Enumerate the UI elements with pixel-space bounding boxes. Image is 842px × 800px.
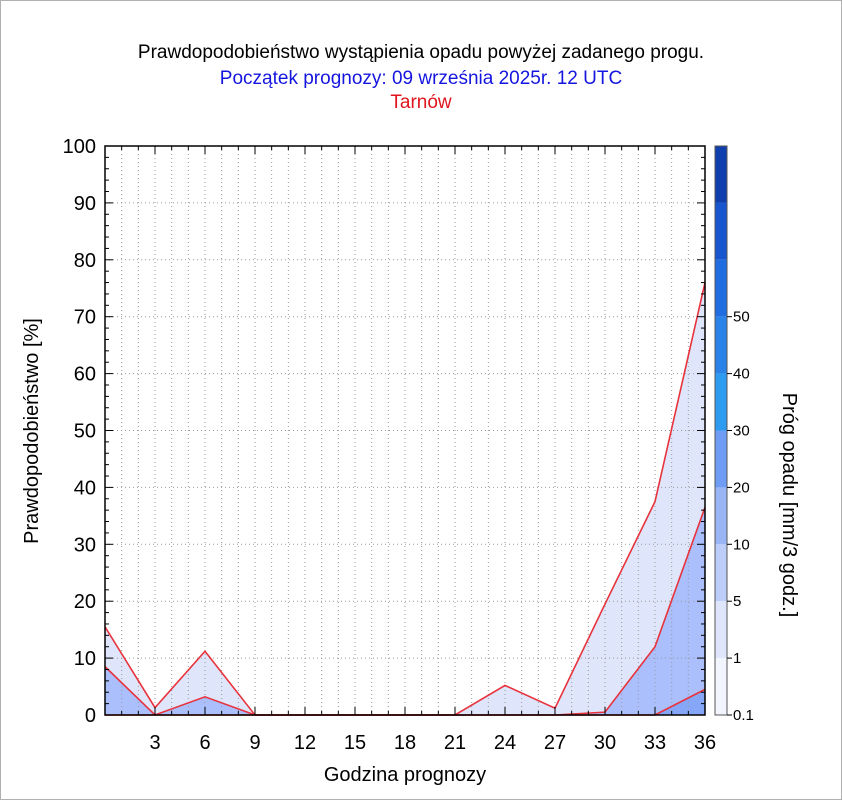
colorbar-segment — [715, 487, 727, 545]
y-tick-label: 20 — [74, 591, 96, 613]
colorbar-segment — [715, 658, 727, 715]
y-tick-label: 40 — [74, 477, 96, 499]
colorbar-segment — [715, 373, 727, 431]
y-tick-label: 10 — [74, 648, 96, 670]
colorbar-label: Próg opadu [mm/3 godz.] — [778, 393, 800, 618]
colorbar-segment — [715, 544, 727, 602]
colorbar-segment — [715, 316, 727, 374]
colorbar-tick-label: 50 — [733, 309, 750, 326]
grid-lines — [105, 146, 705, 715]
y-tick-label: 60 — [74, 364, 96, 386]
x-tick-label: 6 — [199, 732, 210, 754]
x-axis-label: Godzina prognozy — [324, 764, 486, 786]
y-tick-label: 70 — [74, 307, 96, 329]
x-tick-label: 18 — [394, 732, 416, 754]
threshold-colorbar: 0.1 1 5 10 20 30 40 50 — [714, 145, 754, 724]
x-tick-label: 27 — [544, 732, 566, 754]
colorbar-segment — [715, 259, 727, 317]
colorbar-tick-label: 10 — [733, 536, 750, 553]
x-tick-label: 15 — [344, 732, 366, 754]
y-tick-label: 30 — [74, 534, 96, 556]
y-axis-ticks: 0 10 20 30 40 50 60 70 80 90 100 — [63, 136, 705, 727]
y-tick-label: 80 — [74, 250, 96, 272]
colorbar-tick-label: 40 — [733, 366, 750, 383]
y-tick-label: 0 — [85, 705, 96, 727]
colorbar-segment — [715, 146, 727, 203]
colorbar-segment — [715, 202, 727, 260]
colorbar-segment — [715, 601, 727, 659]
y-tick-label: 100 — [63, 136, 96, 158]
x-tick-label: 12 — [294, 732, 316, 754]
station-name: Tarnów — [390, 92, 452, 113]
x-tick-label: 3 — [149, 732, 160, 754]
colorbar-tick-label: 20 — [733, 479, 750, 496]
x-axis-ticks: 3 6 9 12 15 18 21 24 27 30 33 36 — [121, 146, 716, 754]
chart-title: Prawdopodobieństwo wystąpienia opadu pow… — [137, 42, 705, 63]
colorbar-tick-label: 5 — [733, 593, 741, 610]
y-tick-label: 90 — [74, 193, 96, 215]
x-tick-label: 24 — [494, 732, 516, 754]
x-tick-label: 33 — [644, 732, 666, 754]
area-threshold-1 — [105, 507, 705, 715]
probability-areas — [105, 282, 705, 715]
colorbar-segment — [715, 430, 727, 488]
chart-subtitle: Początek prognozy: 09 września 2025r. 12… — [219, 68, 623, 89]
x-tick-label: 9 — [249, 732, 260, 754]
colorbar-tick-label: 30 — [733, 423, 750, 440]
x-tick-label: 36 — [694, 732, 716, 754]
colorbar-tick-label: 1 — [733, 650, 741, 667]
x-tick-label: 21 — [444, 732, 466, 754]
y-tick-label: 50 — [74, 421, 96, 443]
x-tick-label: 30 — [594, 732, 616, 754]
colorbar-tick-label: 0.1 — [733, 707, 754, 724]
y-axis-label: Prawdopodobieństwo [%] — [21, 318, 43, 544]
